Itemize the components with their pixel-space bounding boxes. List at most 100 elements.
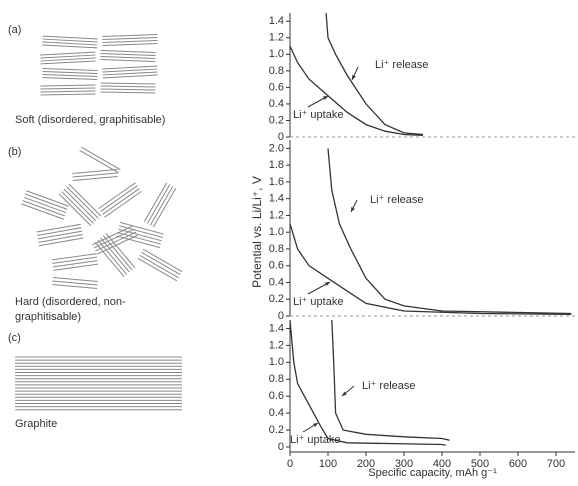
layer-line (146, 184, 171, 224)
annotation: Li⁺ uptake (293, 109, 343, 121)
layer-line (42, 71, 98, 74)
curve (289, 223, 572, 315)
layer-line (42, 77, 98, 80)
layer-line (36, 223, 82, 233)
layer-line (139, 254, 179, 279)
y-axis-label: Potential vs. Li/Li⁺, V (250, 176, 264, 288)
layer-line (95, 231, 137, 252)
arrow-head (325, 282, 330, 286)
layer-line (116, 235, 161, 249)
layer-line (72, 172, 118, 178)
caption: graphitisable) (15, 311, 81, 323)
layer-line (63, 188, 97, 222)
layer-line (102, 34, 158, 37)
layer-line (119, 221, 164, 235)
curve (325, 12, 424, 136)
layer-line (143, 182, 168, 223)
layer-line (58, 193, 92, 227)
y-tick-label: 0.2 (269, 424, 284, 436)
annotation: Li⁺ uptake (290, 434, 340, 446)
layer-line (100, 237, 130, 273)
layer-line (40, 87, 96, 90)
layer-line (102, 188, 140, 215)
curve (289, 45, 424, 136)
y-tick-label: 1.0 (269, 48, 284, 60)
layer-line (102, 43, 158, 46)
layer-line (72, 176, 118, 181)
layer-line (137, 257, 178, 282)
x-tick-label: 0 (287, 458, 293, 470)
layer-line (119, 225, 163, 238)
arrow-head (323, 96, 328, 100)
x-tick-label: 600 (509, 458, 527, 470)
layer-line (102, 37, 158, 40)
layer-line (102, 71, 158, 76)
layer-line (100, 185, 138, 212)
layer-line (42, 74, 98, 77)
x-tick-label: 200 (357, 458, 375, 470)
layer-line (96, 234, 138, 255)
layer-line (100, 91, 156, 94)
layer-line (40, 51, 96, 56)
layer-line (72, 169, 118, 174)
layer-line (52, 277, 98, 282)
x-tick-label: 700 (547, 458, 565, 470)
y-tick-label: 0.8 (269, 65, 284, 77)
layer-line (149, 186, 174, 226)
x-axis-label: Specific capacity, mAh g⁻¹ (368, 467, 497, 479)
panel-tag: (c) (8, 332, 21, 344)
y-tick-label: 1.4 (269, 193, 284, 205)
layer-line (102, 235, 133, 271)
layer-line (104, 190, 142, 218)
layer-line (40, 60, 96, 65)
panel-tag: (a) (8, 24, 21, 36)
y-tick-label: 0.8 (269, 373, 284, 385)
layer-line (38, 234, 83, 243)
layer-line (100, 56, 156, 59)
y-tick-label: 0.6 (269, 260, 284, 272)
layer-line (100, 50, 156, 53)
layer-line (42, 44, 98, 49)
y-tick-label: 0.2 (269, 293, 284, 305)
layer-line (102, 74, 158, 79)
layer-line (24, 193, 68, 210)
layer-line (40, 57, 96, 62)
caption: Hard (disordered, non- (15, 296, 126, 308)
layer-line (21, 203, 64, 220)
layer-line (102, 40, 158, 43)
y-tick-label: 1.2 (269, 32, 284, 44)
layer-line (97, 239, 128, 275)
y-tick-label: 1.2 (269, 209, 284, 221)
layer-line (100, 82, 156, 85)
layer-line (66, 186, 99, 219)
caption: Soft (disordered, graphitisable) (15, 114, 165, 126)
annotation: Li⁺ release (370, 194, 424, 206)
y-tick-label: 0.8 (269, 243, 284, 255)
y-tick-label: 0.2 (269, 114, 284, 126)
y-tick-label: 1.4 (269, 322, 284, 334)
layer-line (152, 187, 177, 228)
curve (327, 148, 572, 315)
layer-line (42, 41, 98, 46)
layer-line (100, 88, 156, 91)
y-tick-label: 1.0 (269, 226, 284, 238)
arrow-head (342, 391, 347, 396)
x-tick-label: 300 (395, 458, 413, 470)
arrow-head (352, 75, 356, 80)
layer-line (40, 93, 96, 96)
layer-line (118, 228, 162, 242)
y-tick-label: 0 (278, 131, 284, 143)
y-tick-label: 1.8 (269, 159, 284, 171)
layer-line (102, 65, 158, 70)
layer-line (100, 85, 156, 88)
caption: Graphite (15, 418, 57, 430)
annotation: Li⁺ release (362, 380, 416, 392)
y-tick-label: 0.6 (269, 390, 284, 402)
layer-line (105, 232, 136, 269)
layer-line (22, 200, 66, 217)
layer-line (98, 182, 136, 210)
layer-line (117, 232, 161, 245)
y-tick-label: 0.6 (269, 81, 284, 93)
y-tick-label: 0 (278, 441, 284, 453)
y-tick-label: 0.4 (269, 407, 284, 419)
